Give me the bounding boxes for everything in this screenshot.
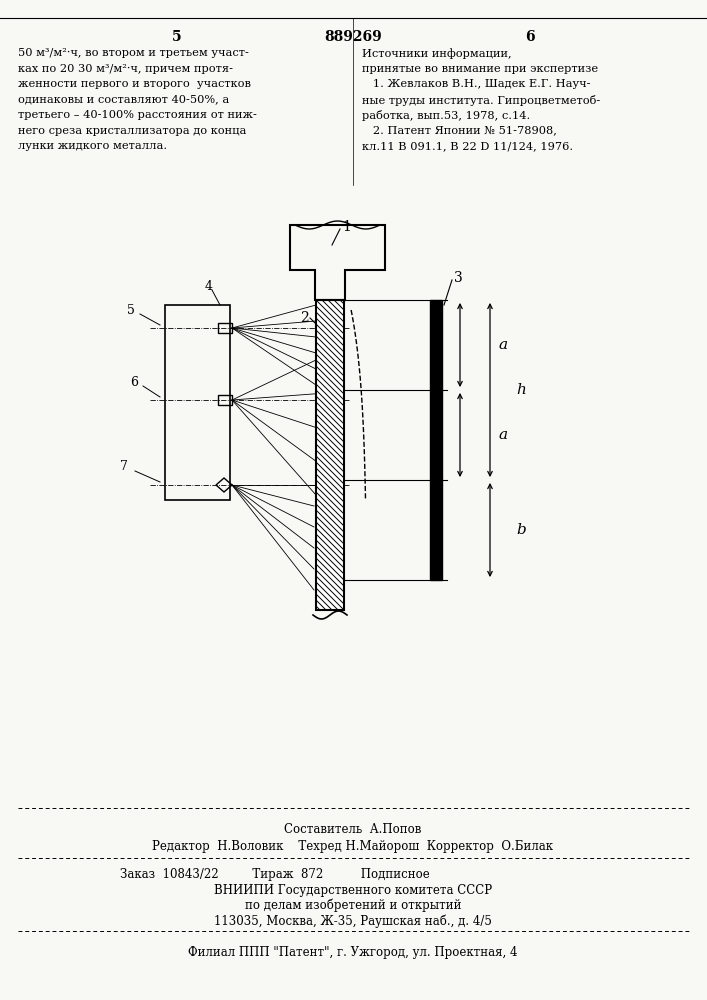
Text: 2: 2	[300, 311, 309, 325]
Text: 7: 7	[120, 460, 128, 474]
Text: 113035, Москва, Ж-35, Раушская наб., д. 4/5: 113035, Москва, Ж-35, Раушская наб., д. …	[214, 914, 492, 928]
Text: 6: 6	[525, 30, 534, 44]
Text: a: a	[498, 428, 507, 442]
Text: h: h	[516, 383, 526, 397]
Text: женности первого и второго  участков: женности первого и второго участков	[18, 79, 251, 89]
Text: 889269: 889269	[324, 30, 382, 44]
Polygon shape	[316, 300, 344, 610]
Text: Филиал ППП "Патент", г. Ужгород, ул. Проектная, 4: Филиал ППП "Патент", г. Ужгород, ул. Про…	[188, 946, 518, 959]
Text: 3: 3	[454, 271, 463, 285]
Text: лунки жидкого металла.: лунки жидкого металла.	[18, 141, 167, 151]
Text: b: b	[516, 523, 526, 537]
Text: Заказ  10843/22         Тираж  872          Подписное: Заказ 10843/22 Тираж 872 Подписное	[120, 868, 430, 881]
Text: работка, вып.53, 1978, с.14.: работка, вып.53, 1978, с.14.	[362, 110, 530, 121]
Text: одинаковы и составляют 40-50%, а: одинаковы и составляют 40-50%, а	[18, 95, 229, 104]
Text: a: a	[498, 338, 507, 352]
Text: принятые во внимание при экспертизе: принятые во внимание при экспертизе	[362, 64, 598, 74]
Text: ках по 20 30 м³/м²·ч, причем протя-: ках по 20 30 м³/м²·ч, причем протя-	[18, 64, 233, 74]
Text: 2. Патент Японии № 51-78908,: 2. Патент Японии № 51-78908,	[362, 125, 557, 135]
Text: ВНИИПИ Государственного комитета СССР: ВНИИПИ Государственного комитета СССР	[214, 884, 492, 897]
Polygon shape	[430, 300, 442, 580]
Text: Источники информации,: Источники информации,	[362, 48, 512, 59]
Text: 1. Жевлаков В.Н., Шадек Е.Г. Науч-: 1. Жевлаков В.Н., Шадек Е.Г. Науч-	[362, 79, 590, 89]
Text: 6: 6	[130, 375, 138, 388]
Text: 4: 4	[205, 280, 213, 294]
Text: ные труды института. Гипроцветметоб-: ные труды института. Гипроцветметоб-	[362, 95, 600, 105]
Text: Составитель  А.Попов: Составитель А.Попов	[284, 823, 421, 836]
Text: 1: 1	[342, 220, 351, 234]
Text: 5: 5	[173, 30, 182, 44]
Text: 5: 5	[127, 304, 135, 316]
Text: 50 м³/м²·ч, во втором и третьем участ-: 50 м³/м²·ч, во втором и третьем участ-	[18, 48, 249, 58]
Text: кл.11 В 091.1, В 22 D 11/124, 1976.: кл.11 В 091.1, В 22 D 11/124, 1976.	[362, 141, 573, 151]
Text: него среза кристаллизатора до конца: него среза кристаллизатора до конца	[18, 125, 246, 135]
Text: Редактор  Н.Воловик    Техред Н.Майорош  Корректор  О.Билак: Редактор Н.Воловик Техред Н.Майорош Корр…	[153, 840, 554, 853]
Text: третьего – 40-100% расстояния от ниж-: третьего – 40-100% расстояния от ниж-	[18, 110, 257, 120]
Text: по делам изобретений и открытий: по делам изобретений и открытий	[245, 899, 461, 912]
